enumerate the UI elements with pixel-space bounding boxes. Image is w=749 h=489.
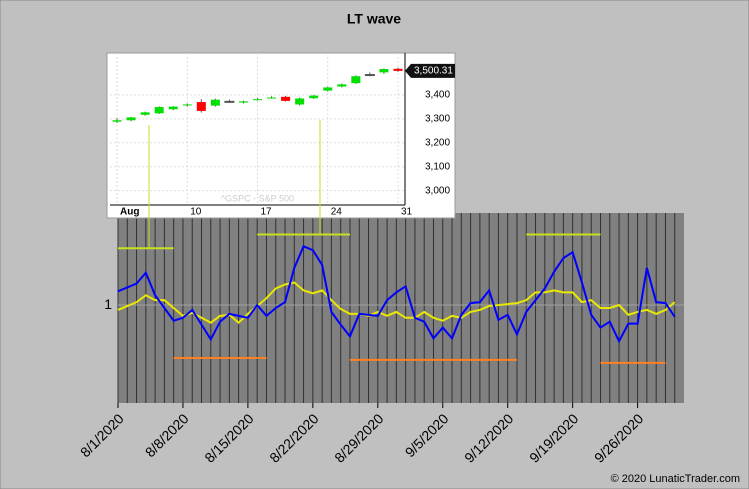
x-tick-label: 17 — [261, 207, 273, 218]
candle-body — [295, 98, 305, 105]
candle-body — [210, 99, 220, 106]
candle-body — [379, 69, 389, 73]
inset-frame — [106, 52, 456, 219]
credit: © 2020 LunaticTrader.com — [611, 473, 740, 485]
candle-body — [154, 107, 164, 114]
candle-body — [323, 87, 333, 91]
x-tick-label: 24 — [331, 207, 343, 218]
y-tick-label: 3,200 — [425, 137, 450, 148]
candle-body — [309, 95, 319, 99]
last-price-label: 3,500.31 — [414, 66, 453, 77]
x-tick-label: 10 — [190, 207, 202, 218]
series-line — [117, 244, 676, 344]
candle-body — [182, 104, 192, 106]
candle-body — [281, 96, 291, 101]
candle-body — [196, 102, 206, 111]
last-price-box — [405, 63, 455, 78]
y-tick-label: 3,000 — [425, 185, 450, 196]
candle-body — [112, 120, 122, 122]
x-tick-label: Aug — [120, 207, 139, 218]
candle-body — [337, 84, 347, 87]
candle-body — [351, 76, 361, 84]
candle-body — [140, 112, 150, 115]
y-tick-label: 3,400 — [425, 90, 450, 101]
series-line — [117, 281, 676, 325]
candle-body — [253, 99, 262, 101]
candle-body — [393, 68, 403, 71]
candle-body — [126, 117, 136, 121]
candle-body — [168, 106, 178, 110]
candle-body — [238, 101, 248, 103]
x-tick-label: 31 — [401, 207, 413, 218]
candle-body — [224, 100, 235, 103]
candle-body — [267, 97, 277, 99]
y-tick-label: 3,300 — [425, 113, 450, 124]
y-tick-label: 1 — [104, 296, 112, 312]
chart-title: LT wave — [347, 11, 401, 27]
candle-body — [364, 74, 375, 77]
y-tick-label: 3,100 — [425, 161, 450, 172]
